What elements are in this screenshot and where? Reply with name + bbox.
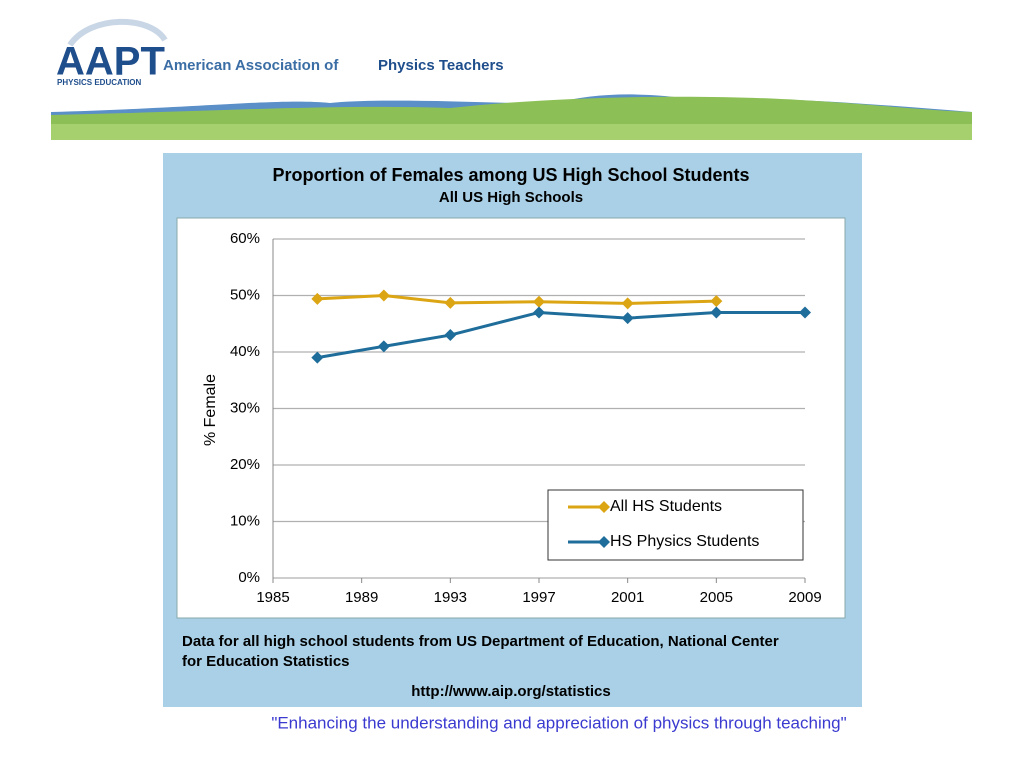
data-point [710, 295, 723, 308]
source-url: http://www.aip.org/statistics [411, 683, 610, 700]
y-tick-label: 0% [238, 569, 260, 586]
data-point [621, 297, 634, 310]
legend-marker [598, 536, 610, 548]
series-line [317, 293, 717, 305]
y-tick-label: 30% [230, 399, 260, 416]
x-tick-label: 1985 [256, 589, 289, 606]
x-tick-label: 2009 [788, 589, 821, 606]
data-point [311, 292, 324, 305]
chart-title: Proportion of Females among US High Scho… [272, 165, 749, 185]
x-tick-label: 1997 [522, 589, 555, 606]
data-point [621, 312, 634, 325]
data-point [710, 306, 723, 319]
logo: AAPT [56, 40, 165, 84]
y-tick-label: 60% [230, 230, 260, 247]
logo-swoosh [67, 18, 168, 47]
legend-label: All HS Students [610, 498, 722, 515]
y-tick-label: 50% [230, 286, 260, 303]
legend-box [547, 489, 804, 561]
x-tick-label: 2001 [611, 589, 644, 606]
banner-band [51, 124, 972, 140]
data-point [311, 351, 324, 364]
data-point [533, 295, 545, 308]
chart-subtitle: All US High Schools [439, 189, 583, 206]
x-tick-label: 2005 [700, 589, 733, 606]
y-tick-label: 10% [230, 512, 260, 529]
quote: "Enhancing the understanding and appreci… [271, 713, 846, 732]
data-point [533, 306, 545, 319]
y-tick-label: 40% [230, 343, 260, 360]
legend-marker [598, 501, 610, 513]
y-tick-label: 20% [230, 456, 260, 473]
legend-label: HS Physics Students [610, 533, 759, 550]
data-point [377, 289, 390, 302]
source-note: for Education Statistics [182, 653, 350, 670]
x-tick-label: 1989 [345, 589, 378, 606]
x-tick-label: 1993 [434, 589, 467, 606]
y-axis-label: % Female [202, 374, 219, 446]
source-note: Data for all high school students from U… [182, 633, 779, 650]
org-name: American Association of [163, 57, 339, 74]
data-point [444, 329, 457, 342]
logo-sub: PHYSICS EDUCATION [57, 78, 142, 87]
org-name-bold: Physics Teachers [378, 57, 504, 74]
data-point [799, 306, 811, 319]
data-point [444, 296, 457, 309]
data-point [377, 340, 390, 353]
